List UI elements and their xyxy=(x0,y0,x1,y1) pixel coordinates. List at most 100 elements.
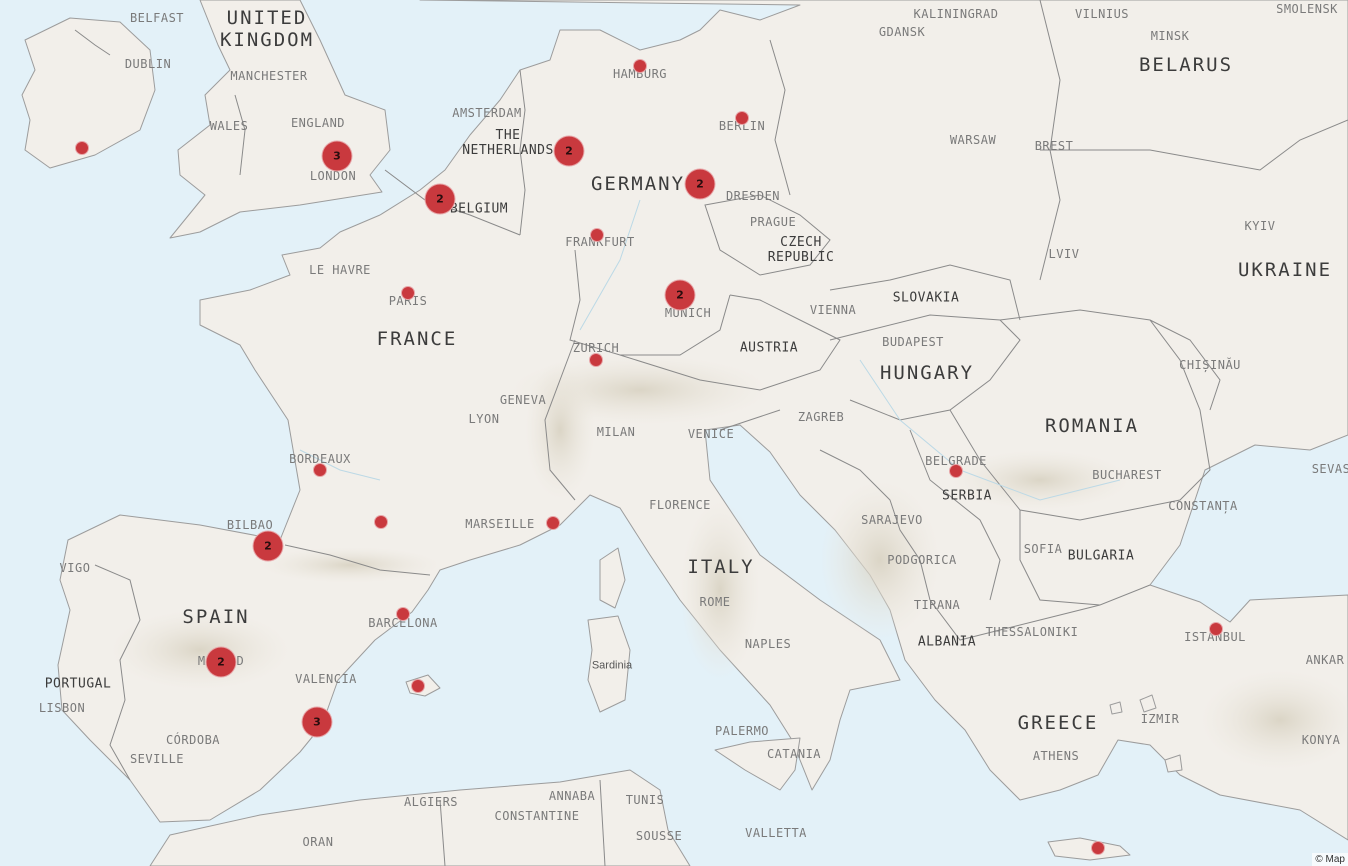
label-italy: ITALY xyxy=(687,556,755,579)
label-france: FRANCE xyxy=(376,328,458,351)
crete-landmass xyxy=(1047,837,1131,861)
label-budapest: BUDAPEST xyxy=(882,335,944,350)
border-czech xyxy=(704,194,831,276)
label-annaba: ANNABA xyxy=(548,789,596,804)
cluster-marker-alicante[interactable]: 3 xyxy=(301,706,333,738)
map-marker[interactable] xyxy=(313,463,327,477)
label-england: ENGLAND xyxy=(290,116,346,131)
corsica-landmass xyxy=(599,547,626,609)
label-minsk: MINSK xyxy=(1150,29,1190,44)
label-valletta: VALLETTA xyxy=(745,826,807,841)
border-pyrenees xyxy=(284,544,431,576)
label-prague: PRAGUE xyxy=(749,215,797,230)
label-constanta: CONSTANȚA xyxy=(1168,499,1238,514)
label-the-netherlands: THE NETHERLANDS xyxy=(462,128,554,158)
border-serbia xyxy=(909,429,1001,601)
label-belgrade: BELGRADE xyxy=(925,454,987,469)
cluster-marker-madrid[interactable]: 2 xyxy=(205,646,237,678)
border-spain-portugal xyxy=(94,564,141,781)
map-marker[interactable] xyxy=(75,141,89,155)
label-wales: WALES xyxy=(209,119,249,134)
label-venice: VENICE xyxy=(687,427,735,442)
map-marker[interactable] xyxy=(949,464,963,478)
label-thessaloniki: THESSALONIKI xyxy=(985,625,1079,640)
label-sousse: SOUSSE xyxy=(635,829,683,844)
map-marker[interactable] xyxy=(374,515,388,529)
label-slovakia: SLOVAKIA xyxy=(892,290,960,306)
label-bucharest: BUCHAREST xyxy=(1092,468,1162,483)
label-geneva: GENEVA xyxy=(499,393,547,408)
border-wales xyxy=(234,94,246,176)
label-bordeaux: BORDEAUX xyxy=(289,452,351,467)
label-le-havre: LE HAVRE xyxy=(309,263,371,278)
label-romania: ROMANIA xyxy=(1044,415,1140,438)
border-greece xyxy=(929,599,1101,641)
map-marker[interactable] xyxy=(735,111,749,125)
cluster-marker-london[interactable]: 3 xyxy=(321,140,353,172)
label-austria: AUSTRIA xyxy=(739,340,799,356)
label-germany: GERMANY xyxy=(590,173,686,196)
label-vienna: VIENNA xyxy=(809,303,857,318)
label-paris: PARIS xyxy=(388,294,428,309)
map-marker[interactable] xyxy=(590,228,604,242)
label-sofia: SOFIA xyxy=(1023,542,1063,557)
cluster-marker-germany-east[interactable]: 2 xyxy=(684,168,716,200)
ireland-landmass xyxy=(21,17,156,169)
cluster-marker-netherlands[interactable]: 2 xyxy=(553,135,585,167)
label-zurich: ZURICH xyxy=(572,341,620,356)
label-palermo: PALERMO xyxy=(714,724,770,739)
label-tirana: TIRANA xyxy=(913,598,961,613)
label-milan: MILAN xyxy=(596,425,636,440)
border-hungary xyxy=(829,314,1021,421)
label-naples: NAPLES xyxy=(744,637,792,652)
label-gdansk: GDANSK xyxy=(878,25,926,40)
label-marseille: MARSEILLE xyxy=(465,517,535,532)
label-dublin: DUBLIN xyxy=(124,57,172,72)
map-marker[interactable] xyxy=(1209,622,1223,636)
map-marker[interactable] xyxy=(589,353,603,367)
label-lviv: LVIV xyxy=(1048,247,1080,262)
border-austria xyxy=(619,294,841,391)
label-podgorica: PODGORICA xyxy=(887,553,957,568)
label-rome: ROME xyxy=(699,595,731,610)
cluster-marker-bilbao[interactable]: 2 xyxy=(252,530,284,562)
greek-island xyxy=(1164,754,1183,773)
map-attribution[interactable]: © Map xyxy=(1312,853,1348,866)
label-munich: MUNICH xyxy=(664,306,712,321)
label-belfast: BELFAST xyxy=(129,11,185,26)
label-chisinau: CHIȘINĂU xyxy=(1179,358,1241,373)
border-germany-poland xyxy=(769,39,791,196)
label-vilnius: VILNIUS xyxy=(1074,7,1130,22)
label-ankara: ANKAR xyxy=(1305,653,1345,668)
label-barcelona: BARCELONA xyxy=(368,616,438,631)
border-ireland xyxy=(74,29,111,56)
label-amsterdam: AMSTERDAM xyxy=(452,106,522,121)
map-marker[interactable] xyxy=(401,286,415,300)
map-marker[interactable] xyxy=(1091,841,1105,855)
map-marker[interactable] xyxy=(396,607,410,621)
border-france-swiss-italy xyxy=(544,339,576,501)
border-north-africa xyxy=(439,799,446,866)
cluster-marker-munich[interactable]: 2 xyxy=(664,279,696,311)
label-warsaw: WARSAW xyxy=(949,133,997,148)
map-marker[interactable] xyxy=(546,516,560,530)
label-vigo: VIGO xyxy=(59,561,91,576)
label-hungary: HUNGARY xyxy=(879,362,975,385)
relief-shading xyxy=(110,355,1348,770)
label-lisbon: LISBON xyxy=(38,701,86,716)
cluster-marker-belgium[interactable]: 2 xyxy=(424,183,456,215)
label-athens: ATHENS xyxy=(1032,749,1080,764)
label-ukraine: UKRAINE xyxy=(1237,259,1333,282)
label-tunis: TUNIS xyxy=(625,793,665,808)
label-bilbao: BILBAO xyxy=(226,518,274,533)
map-marker[interactable] xyxy=(411,679,425,693)
north-africa-landmass xyxy=(149,769,691,866)
border-belarus-ukraine xyxy=(1040,119,1348,171)
label-zagreb: ZAGREB xyxy=(797,410,845,425)
label-seville: SEVILLE xyxy=(129,752,185,767)
sardinia-landmass xyxy=(587,615,631,713)
map-marker[interactable] xyxy=(633,59,647,73)
label-united-kingdom: UNITED KINGDOM xyxy=(219,7,315,51)
greek-island xyxy=(1109,701,1123,715)
